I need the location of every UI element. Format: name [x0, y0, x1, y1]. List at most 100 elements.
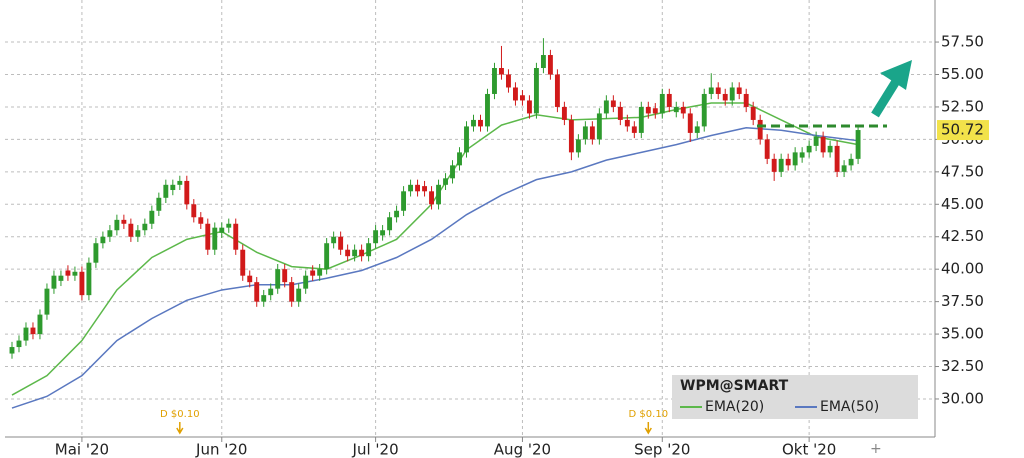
plus-marker: +	[870, 441, 882, 457]
candle-body	[799, 152, 805, 158]
dividend-marker	[176, 422, 184, 435]
y-tick-label: 30.00	[941, 389, 984, 407]
candle-body	[289, 282, 295, 302]
candle-body	[736, 87, 742, 94]
candle-body	[282, 269, 288, 283]
candle-body	[499, 68, 504, 75]
candle-body	[673, 106, 679, 113]
x-tick-label: Okt '20	[782, 441, 836, 458]
y-tick-label: 55.00	[941, 65, 984, 83]
candle-body	[331, 236, 337, 244]
ema-line	[11, 102, 859, 396]
candle-body	[359, 249, 365, 257]
candle-body	[191, 204, 197, 218]
candle-body	[212, 227, 218, 250]
candle-body	[708, 87, 714, 94]
candle-body	[533, 68, 539, 114]
trend-arrow	[871, 60, 912, 118]
candle-body	[596, 113, 602, 140]
candle-body	[429, 191, 434, 205]
candle-body	[506, 74, 511, 88]
dividend-marker	[644, 422, 652, 435]
legend-label: EMA(20)	[705, 399, 764, 415]
candle-body	[757, 119, 763, 140]
candle-body	[247, 275, 253, 283]
candle-body	[100, 236, 106, 244]
candle-body	[722, 93, 728, 101]
candle-body	[51, 275, 57, 289]
candle-body	[519, 95, 525, 101]
candle-body	[464, 126, 469, 153]
candle-body	[16, 340, 22, 348]
candle-body	[638, 106, 644, 133]
candle-body	[128, 223, 134, 237]
y-tick-label: 42.50	[941, 227, 984, 245]
y-tick-label: 40.00	[941, 260, 984, 278]
candle-body	[659, 93, 665, 114]
candle-body	[170, 184, 176, 191]
candle-body	[401, 191, 407, 211]
candle-body	[436, 184, 441, 205]
candle-body	[603, 100, 609, 114]
candle-body	[415, 184, 421, 192]
candle-body	[631, 126, 637, 133]
candle-body	[827, 145, 833, 153]
candle-body	[9, 347, 15, 354]
y-tick-label: 57.50	[941, 33, 984, 51]
x-tick-label: Jun '20	[195, 441, 247, 458]
candle-body	[540, 55, 546, 69]
candle-body	[261, 295, 267, 302]
candle-body	[149, 210, 155, 224]
candle-body	[841, 165, 847, 172]
candle-body	[86, 262, 92, 296]
candle-body	[296, 288, 302, 302]
candle-body	[79, 271, 85, 296]
candle-body	[750, 106, 756, 120]
candle-body	[114, 219, 120, 231]
candle-body	[338, 236, 344, 250]
candle-body	[58, 275, 64, 281]
candle-body	[443, 178, 448, 185]
candle-body	[513, 87, 518, 101]
last-price-label: 50.72	[941, 121, 984, 139]
candle-body	[44, 288, 50, 315]
candle-body	[554, 74, 560, 107]
candle-body	[156, 197, 162, 211]
candle-body	[324, 243, 330, 270]
candle-body	[589, 126, 595, 140]
candle-body	[806, 145, 812, 153]
candle-body	[457, 152, 462, 166]
candle-body	[121, 219, 127, 224]
y-tick-label: 37.50	[941, 292, 984, 310]
candle-body	[729, 87, 735, 101]
candle-body	[834, 145, 840, 172]
candle-body	[275, 269, 281, 289]
candle-body	[813, 136, 819, 146]
candle-body	[394, 210, 400, 218]
y-tick-label: 35.00	[941, 325, 984, 343]
candle-body	[254, 282, 260, 302]
grid	[5, 0, 939, 442]
candle-body	[610, 100, 616, 107]
candle-body	[219, 227, 225, 233]
candle-body	[205, 223, 211, 250]
candle-body	[30, 327, 36, 335]
candle-body	[345, 249, 351, 257]
candle-body	[303, 275, 309, 289]
candle-body	[492, 68, 497, 94]
candle-body	[792, 152, 798, 166]
x-tick-label: Aug '20	[494, 441, 551, 458]
candle-body	[226, 223, 232, 228]
candle-body	[163, 184, 169, 198]
candle-body	[617, 106, 623, 120]
candle-body	[743, 93, 749, 107]
dividend-label: D $0.10	[160, 409, 200, 420]
y-tick-label: 32.50	[941, 357, 984, 375]
candle-body	[184, 180, 190, 205]
y-tick-label: 45.00	[941, 195, 984, 213]
candle-body	[142, 223, 148, 231]
x-tick-label: Sep '20	[634, 441, 690, 458]
candle-body	[240, 249, 246, 276]
